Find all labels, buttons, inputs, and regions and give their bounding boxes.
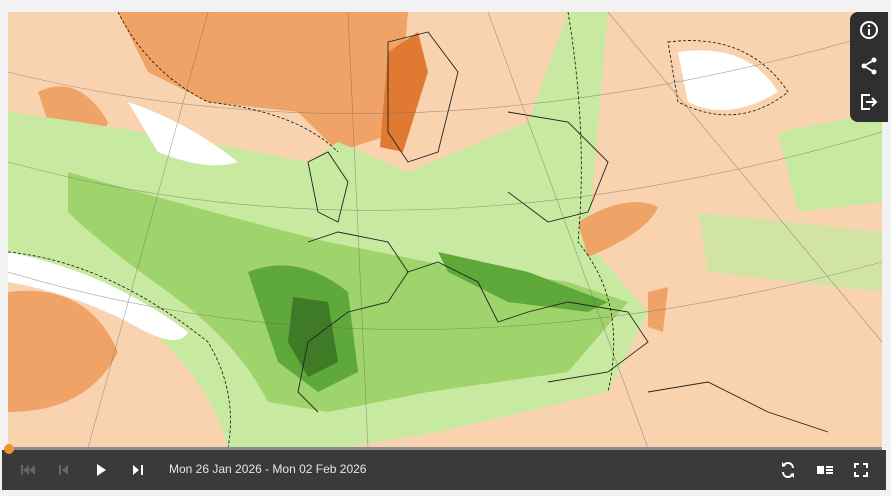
orange-turkey bbox=[648, 287, 668, 332]
graticule bbox=[8, 12, 882, 448]
anomaly-fields bbox=[8, 12, 882, 448]
white-patch-1 bbox=[128, 102, 238, 166]
map-canvas bbox=[8, 12, 882, 448]
player-controls: Mon 26 Jan 2026 - Mon 02 Feb 2026 bbox=[2, 450, 886, 490]
white-patch-3 bbox=[678, 50, 778, 110]
timeline-slider[interactable] bbox=[8, 447, 882, 450]
timeline-handle[interactable] bbox=[4, 444, 14, 454]
export-icon bbox=[861, 94, 878, 110]
step-forward-icon bbox=[133, 465, 143, 475]
fullscreen-icon bbox=[854, 463, 868, 477]
orange-atlantic-sw bbox=[8, 290, 118, 412]
legend-button[interactable] bbox=[815, 460, 835, 480]
info-button[interactable] bbox=[857, 18, 881, 42]
orange-hot-scandinavia bbox=[380, 32, 428, 152]
coastlines bbox=[297, 31, 829, 433]
green-balkans bbox=[438, 252, 608, 312]
fullscreen-button[interactable] bbox=[851, 460, 871, 480]
loop-icon bbox=[782, 462, 794, 478]
play-button[interactable] bbox=[91, 460, 111, 480]
play-icon bbox=[97, 464, 106, 476]
white-patch-2 bbox=[8, 252, 188, 340]
green-east bbox=[778, 112, 882, 212]
step-back-button[interactable] bbox=[54, 460, 74, 480]
green-east-2 bbox=[698, 212, 882, 292]
skip-to-start-button[interactable] bbox=[18, 460, 38, 480]
skip-to-start-icon bbox=[21, 465, 35, 475]
loop-button[interactable] bbox=[778, 460, 798, 480]
export-button[interactable] bbox=[857, 90, 881, 114]
share-icon bbox=[861, 57, 877, 75]
side-panel bbox=[850, 12, 888, 122]
share-button[interactable] bbox=[857, 54, 881, 78]
orange-russia bbox=[578, 202, 658, 257]
weather-anomaly-map[interactable] bbox=[8, 12, 882, 448]
info-icon bbox=[860, 21, 878, 39]
green-dark-iberia bbox=[288, 297, 338, 377]
step-back-icon bbox=[59, 465, 68, 475]
legend-icon bbox=[817, 466, 833, 474]
contours bbox=[8, 12, 789, 448]
date-range-label: Mon 26 Jan 2026 - Mon 02 Feb 2026 bbox=[169, 462, 367, 476]
orange-region-north bbox=[118, 12, 408, 152]
step-forward-button[interactable] bbox=[128, 460, 148, 480]
